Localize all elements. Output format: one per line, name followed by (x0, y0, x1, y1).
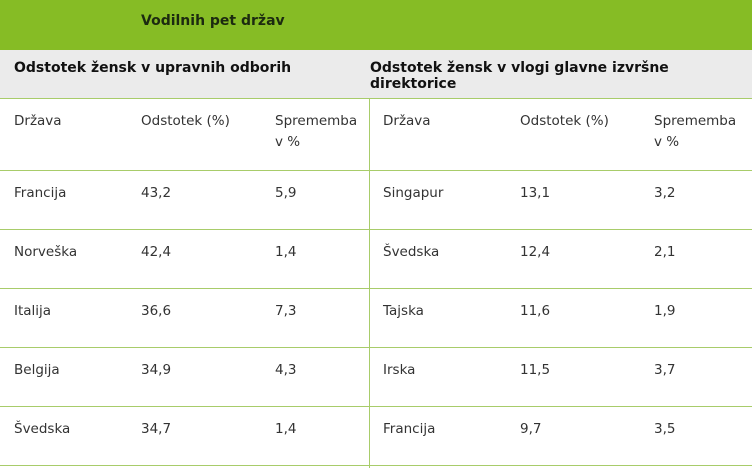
table-cell: 42,4 (141, 244, 172, 260)
table-cell: Belgija (14, 362, 60, 378)
section-header-bar: Odstotek žensk v upravnih odborih Odstot… (0, 50, 752, 99)
table-cell: Francija (383, 421, 436, 437)
column-header: Odstotek (%) (520, 113, 609, 129)
table-cell: 1,4 (275, 244, 297, 260)
table-cell: 1,9 (654, 303, 676, 319)
right-section-title: Odstotek žensk v vlogi glavne izvršne di… (370, 60, 669, 92)
title-bar: Vodilnih pet držav (0, 0, 752, 50)
table-cell: Tajska (383, 303, 424, 319)
table-row: Norveška 42,4 1,4 Švedska 12,4 2,1 (0, 230, 752, 289)
column-header: Sprememba v % (654, 113, 737, 150)
table-cell: Švedska (383, 244, 440, 260)
table-cell: 3,5 (654, 421, 676, 437)
table-cell: 36,6 (141, 303, 172, 319)
table-cell: 4,3 (275, 362, 297, 378)
table-cell: 34,7 (141, 421, 172, 437)
table-cell: 13,1 (520, 185, 551, 201)
table-title: Vodilnih pet držav (141, 13, 285, 29)
left-section-title: Odstotek žensk v upravnih odborih (14, 60, 292, 76)
table-cell: Italija (14, 303, 52, 319)
column-header: Odstotek (%) (141, 113, 230, 129)
header-row: Država Odstotek (%) Sprememba v % Država Ods… (0, 99, 752, 171)
table-cell: 3,2 (654, 185, 676, 201)
column-header: Država (14, 113, 62, 129)
table-cell: Norveška (14, 244, 78, 260)
table-cell: 3,7 (654, 362, 676, 378)
table-cell: 11,6 (520, 303, 551, 319)
table-cell: Singapur (383, 185, 444, 201)
column-divider (369, 98, 370, 468)
table-cell: 5,9 (275, 185, 297, 201)
column-header: Država (383, 113, 431, 129)
table-row: Italija 36,6 7,3 Tajska 11,6 1,9 (0, 289, 752, 348)
table-row: Francija 43,2 5,9 Singapur 13,1 3,2 (0, 171, 752, 230)
table-cell: 34,9 (141, 362, 172, 378)
table-cell: Irska (383, 362, 416, 378)
table-cell: 12,4 (520, 244, 551, 260)
table-cell: 43,2 (141, 185, 172, 201)
table-cell: 2,1 (654, 244, 676, 260)
table-cell: Francija (14, 185, 67, 201)
table-row: Belgija 34,9 4,3 Irska 11,5 3,7 (0, 348, 752, 407)
table-cell: 7,3 (275, 303, 297, 319)
table-cell: 1,4 (275, 421, 297, 437)
column-header: Sprememba v % (275, 113, 358, 150)
table-cell: 9,7 (520, 421, 542, 437)
table-row: Švedska 34,7 1,4 Francija 9,7 3,5 (0, 407, 752, 466)
table-cell: Švedska (14, 421, 71, 437)
table-cell: 11,5 (520, 362, 551, 378)
